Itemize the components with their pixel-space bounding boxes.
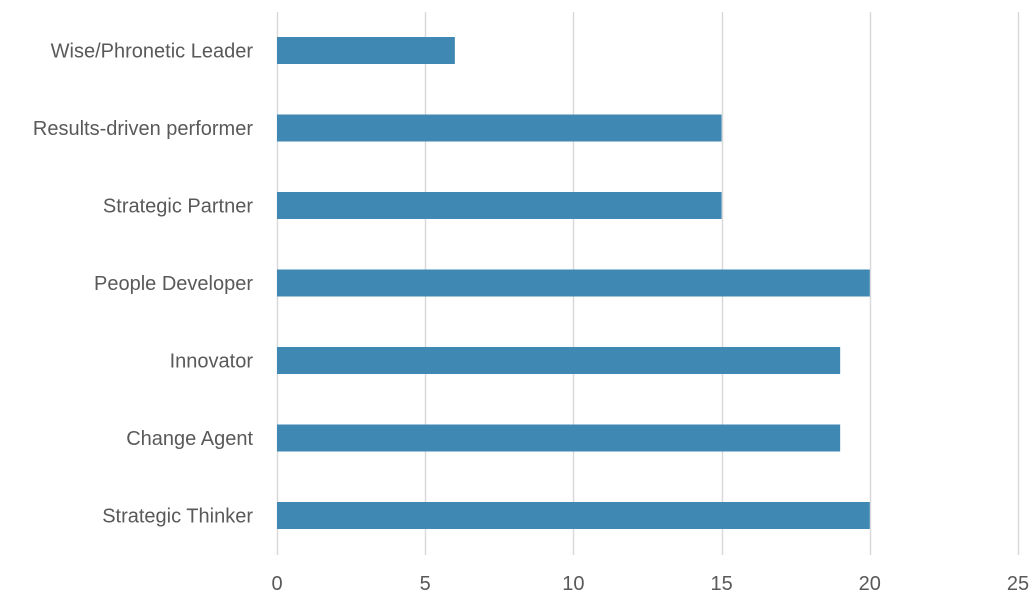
- category-label: Change Agent: [126, 428, 253, 450]
- x-tick-label: 25: [1007, 573, 1029, 595]
- category-label: Innovator: [170, 351, 254, 373]
- bar: [277, 269, 870, 297]
- x-tick-label: 15: [710, 573, 732, 595]
- x-tick-label: 10: [562, 573, 584, 595]
- category-label: Strategic Thinker: [102, 506, 253, 528]
- bar: [277, 502, 870, 529]
- category-label: People Developer: [94, 273, 253, 295]
- category-label: Wise/Phronetic Leader: [51, 41, 254, 63]
- bar: [277, 114, 722, 142]
- category-label: Results-driven performer: [33, 118, 253, 140]
- x-tick-label: 5: [420, 573, 431, 595]
- bars: [277, 37, 870, 529]
- x-tick-label: 20: [859, 573, 881, 595]
- category-label: Strategic Partner: [103, 196, 253, 218]
- bar: [277, 424, 841, 452]
- bar: [277, 347, 841, 374]
- category-labels: Wise/Phronetic Leader Results-driven perf…: [33, 41, 254, 528]
- x-tick-label: 0: [271, 573, 282, 595]
- x-axis-ticks: 0 5 10 15 20 25: [271, 573, 1029, 595]
- bar: [277, 192, 722, 219]
- bar: [277, 37, 455, 64]
